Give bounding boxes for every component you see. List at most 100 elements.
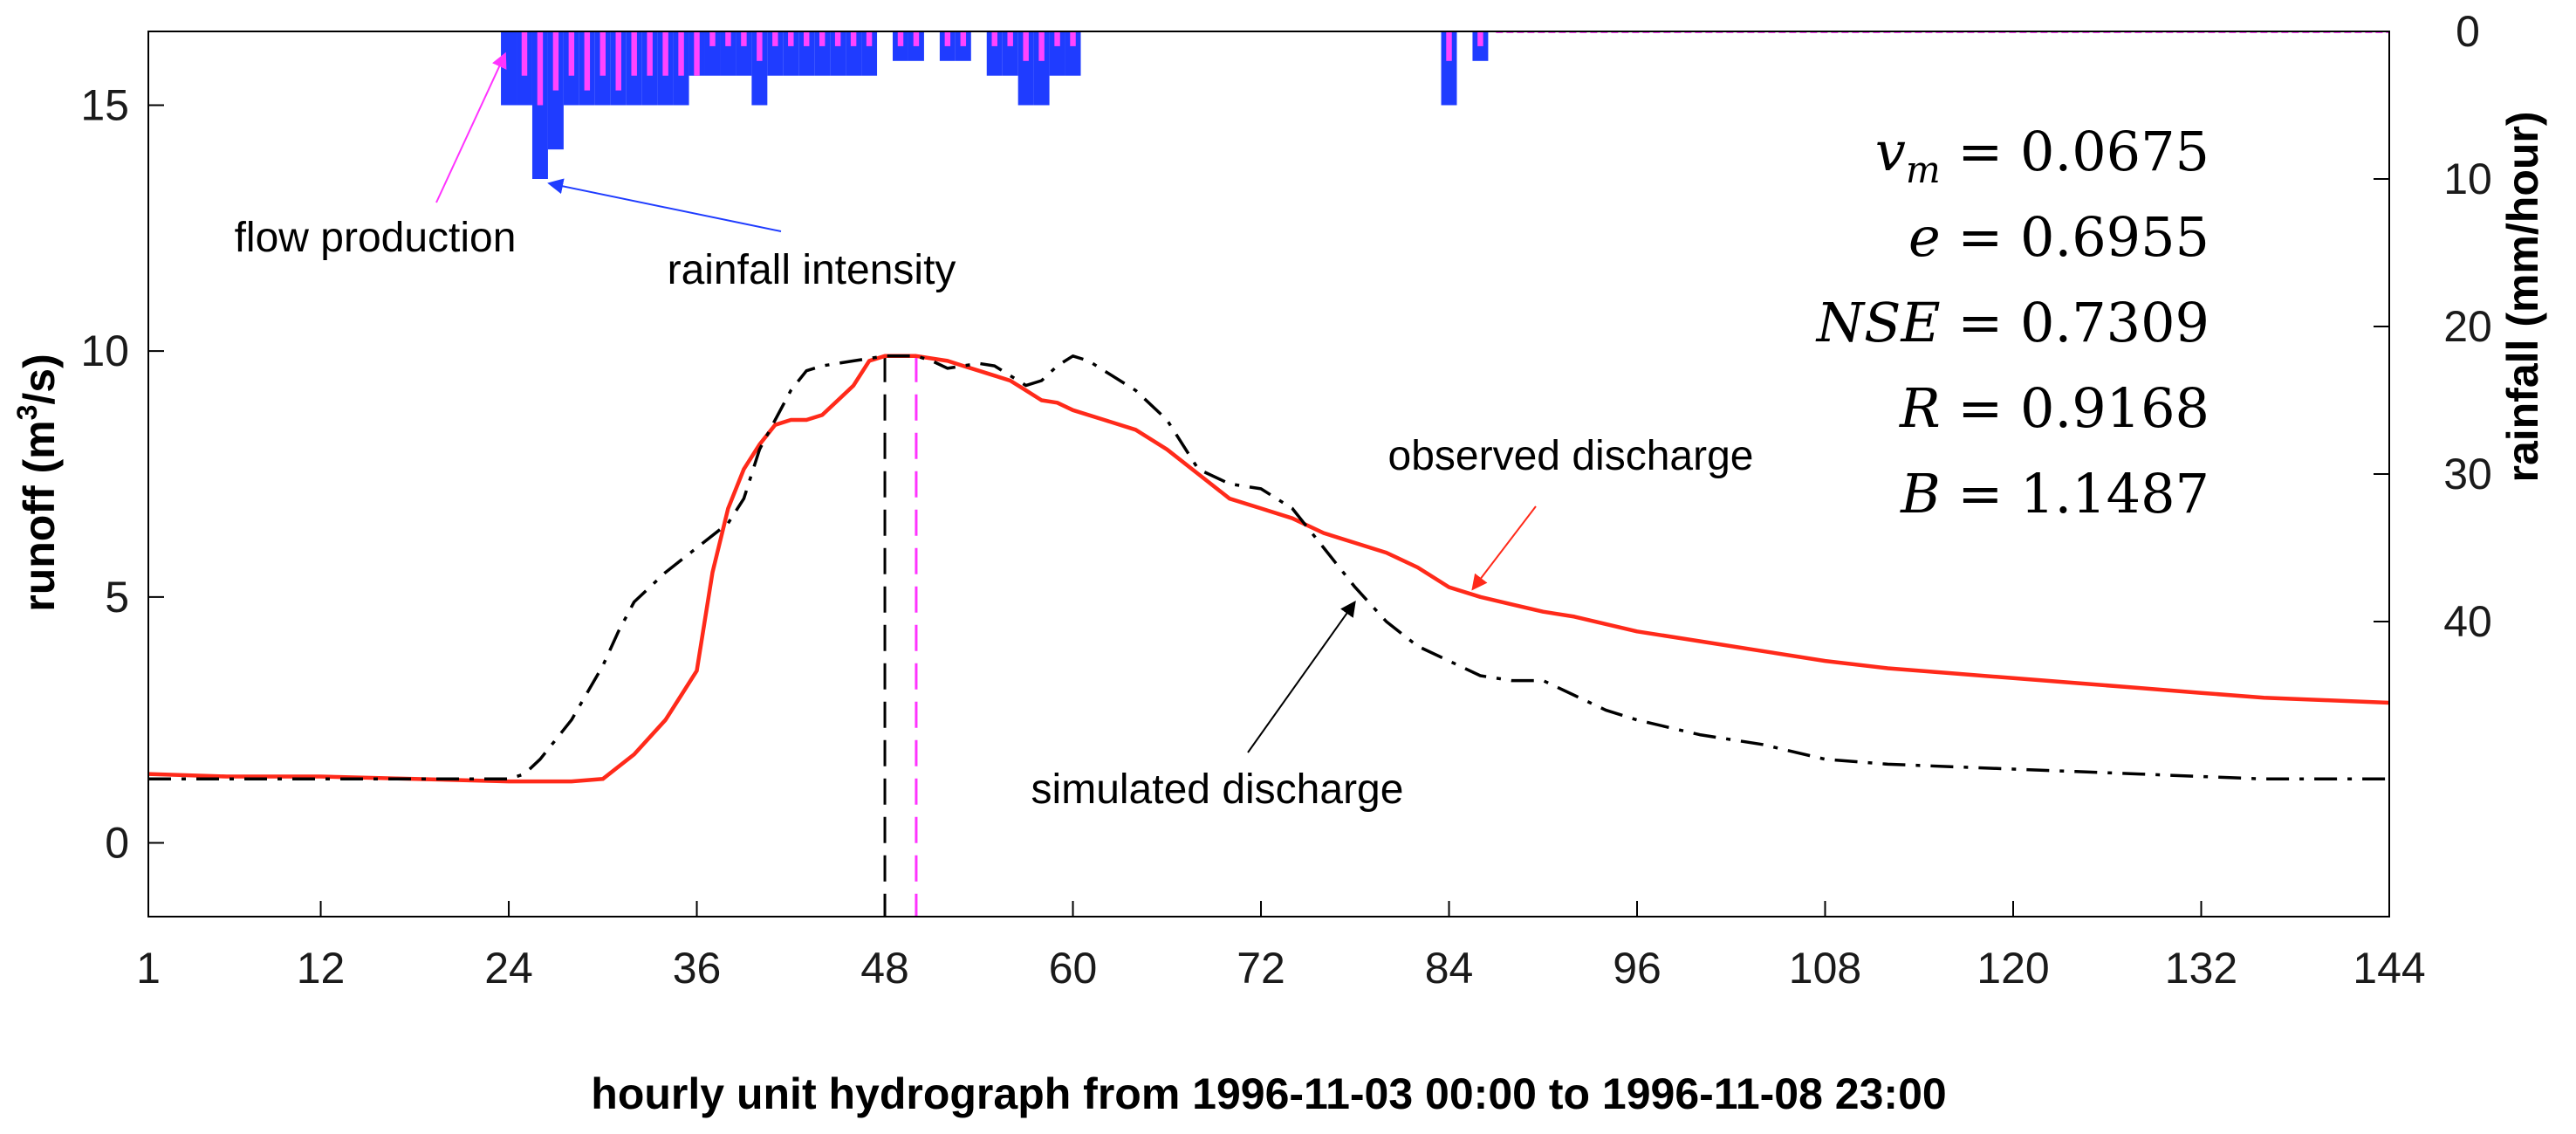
x-tick-label: 108 [1789, 944, 1861, 993]
flow-production-bar [913, 31, 920, 46]
flow-production-bar [1446, 31, 1452, 61]
y-right-tick-label: 40 [2443, 597, 2492, 646]
flow-production-bar [944, 31, 951, 46]
rainfall-intensity-bar [814, 31, 831, 76]
observed-discharge-arrow [1471, 505, 1537, 591]
rainfall-intensity-bar [1002, 31, 1018, 76]
y-left-tick-label: 15 [80, 81, 129, 130]
rainfall-intensity-bar [736, 31, 752, 76]
peak-markers-layer [883, 355, 918, 917]
rainfall-intensity-bar [1017, 31, 1034, 106]
rainfall-intensity-bar [1065, 31, 1081, 76]
flow-production-bar [725, 31, 731, 46]
statistic-line: NSE = 0.7309 [1815, 291, 2209, 354]
x-tick-label: 24 [484, 944, 533, 993]
observed-discharge-line [147, 354, 2390, 784]
y-axis-left-title-prefix: runoff (m [15, 420, 64, 611]
flow-production-bar [537, 31, 544, 106]
flow-production-bar [757, 31, 763, 61]
rainfall-intensity-bar [720, 31, 736, 76]
y-axis-left-title-sup: 3 [11, 405, 43, 421]
y-right-tick-label: 10 [2443, 155, 2492, 203]
flow-production-bar [1477, 31, 1483, 46]
discharge-series-layer [147, 354, 2390, 784]
flow-production-arrow [435, 52, 507, 203]
y-axis-right-title: rainfall (mm/hour) [2498, 111, 2547, 482]
flow-production-bar [788, 31, 794, 46]
y-axis-left-title: runoff (m3/s) [11, 354, 64, 612]
flow-production-bar [741, 31, 747, 46]
x-tick-label: 72 [1237, 944, 1285, 993]
rainfall-intensity-bar [1033, 31, 1050, 106]
flow-production-bar [694, 31, 700, 76]
flow-production-label: flow production [235, 215, 517, 261]
flow-production-bar [1054, 31, 1060, 46]
x-tick-label: 12 [297, 944, 346, 993]
flow-production-bar [897, 31, 904, 46]
flow-production-bar [850, 31, 857, 46]
x-tick-label: 36 [673, 944, 722, 993]
flow-production-bar [678, 31, 684, 76]
observed-discharge-label: observed discharge [1388, 433, 1754, 479]
rainfall-intensity-bar [846, 31, 862, 76]
rainfall-intensity-arrow [547, 178, 782, 232]
y-right-tick-label: 30 [2443, 450, 2492, 498]
flow-production-bar [960, 31, 967, 46]
rainfall-intensity-label: rainfall intensity [668, 247, 956, 293]
flow-production-bar [647, 31, 653, 76]
rainfall-intensity-bar [986, 31, 1003, 76]
statistic-line: R = 0.9168 [1899, 376, 2209, 440]
flow-production-bar [615, 31, 621, 91]
rainfall-intensity-bar [1441, 31, 1457, 106]
x-tick-label: 84 [1425, 944, 1474, 993]
y-right-tick-label: 20 [2443, 302, 2492, 351]
flow-production-bar [662, 31, 668, 76]
statistics-block: vm = 0.0675 e = 0.6955 NSE = 0.7309 R = 0.9… [1815, 120, 2209, 526]
annotations-layer: flow production rainfall intensity observe… [235, 52, 1754, 813]
statistic-line: vm = 0.0675 [1875, 120, 2209, 191]
y-right-tick-label: 0 [2456, 7, 2480, 56]
flow-production-bar [599, 31, 606, 76]
simulated-discharge-label: simulated discharge [1031, 766, 1404, 813]
rainfall-intensity-bar [751, 31, 768, 106]
rainfall-intensity-bar [501, 31, 517, 106]
simulated-discharge-arrow [1247, 601, 1356, 753]
flow-production-bar [991, 31, 997, 46]
flow-production-bar [866, 31, 873, 46]
rainfall-intensity-bar [861, 31, 878, 76]
statistic-line: e = 0.6955 [1908, 205, 2209, 269]
x-tick-label: 60 [1049, 944, 1098, 993]
flow-production-bar [521, 31, 528, 76]
flow-production-bar [819, 31, 826, 46]
x-tick-label: 120 [1977, 944, 2049, 993]
x-tick-label: 96 [1613, 944, 1661, 993]
flow-production-bar [709, 31, 716, 46]
x-axis-title: hourly unit hydrograph from 1996-11-03 0… [591, 1069, 1946, 1118]
rainfall-intensity-bar [783, 31, 799, 76]
flow-production-bar [1070, 31, 1076, 46]
flow-production-bar [1007, 31, 1013, 46]
axis-ticks-layer: 1 12 24 36 48 60 72 84 96 108 120 132 144 0 5 10 15 0 10 20… [80, 7, 2491, 993]
flow-production-bar [631, 31, 637, 76]
rainfall-intensity-bar [704, 31, 721, 76]
flow-production-bar [834, 31, 841, 46]
simulated-discharge-line [148, 354, 2389, 781]
x-tick-label: 144 [2353, 944, 2425, 993]
flow-production-bar [584, 31, 591, 91]
rainfall-bars-layer [501, 31, 2389, 179]
rainfall-intensity-bar [1049, 31, 1065, 76]
rainfall-intensity-bar [830, 31, 846, 76]
x-tick-label: 132 [2165, 944, 2237, 993]
y-left-tick-label: 0 [105, 819, 129, 868]
x-tick-label: 48 [860, 944, 909, 993]
flow-production-bar [772, 31, 778, 46]
rainfall-intensity-bar [767, 31, 784, 76]
flow-production-bar [804, 31, 810, 46]
rainfall-intensity-bar [798, 31, 815, 76]
flow-production-bar [1038, 31, 1045, 61]
y-left-tick-label: 10 [80, 326, 129, 375]
x-tick-label: 1 [136, 944, 161, 993]
flow-production-bar [568, 31, 575, 76]
statistic-line: B = 1.1487 [1900, 462, 2209, 526]
